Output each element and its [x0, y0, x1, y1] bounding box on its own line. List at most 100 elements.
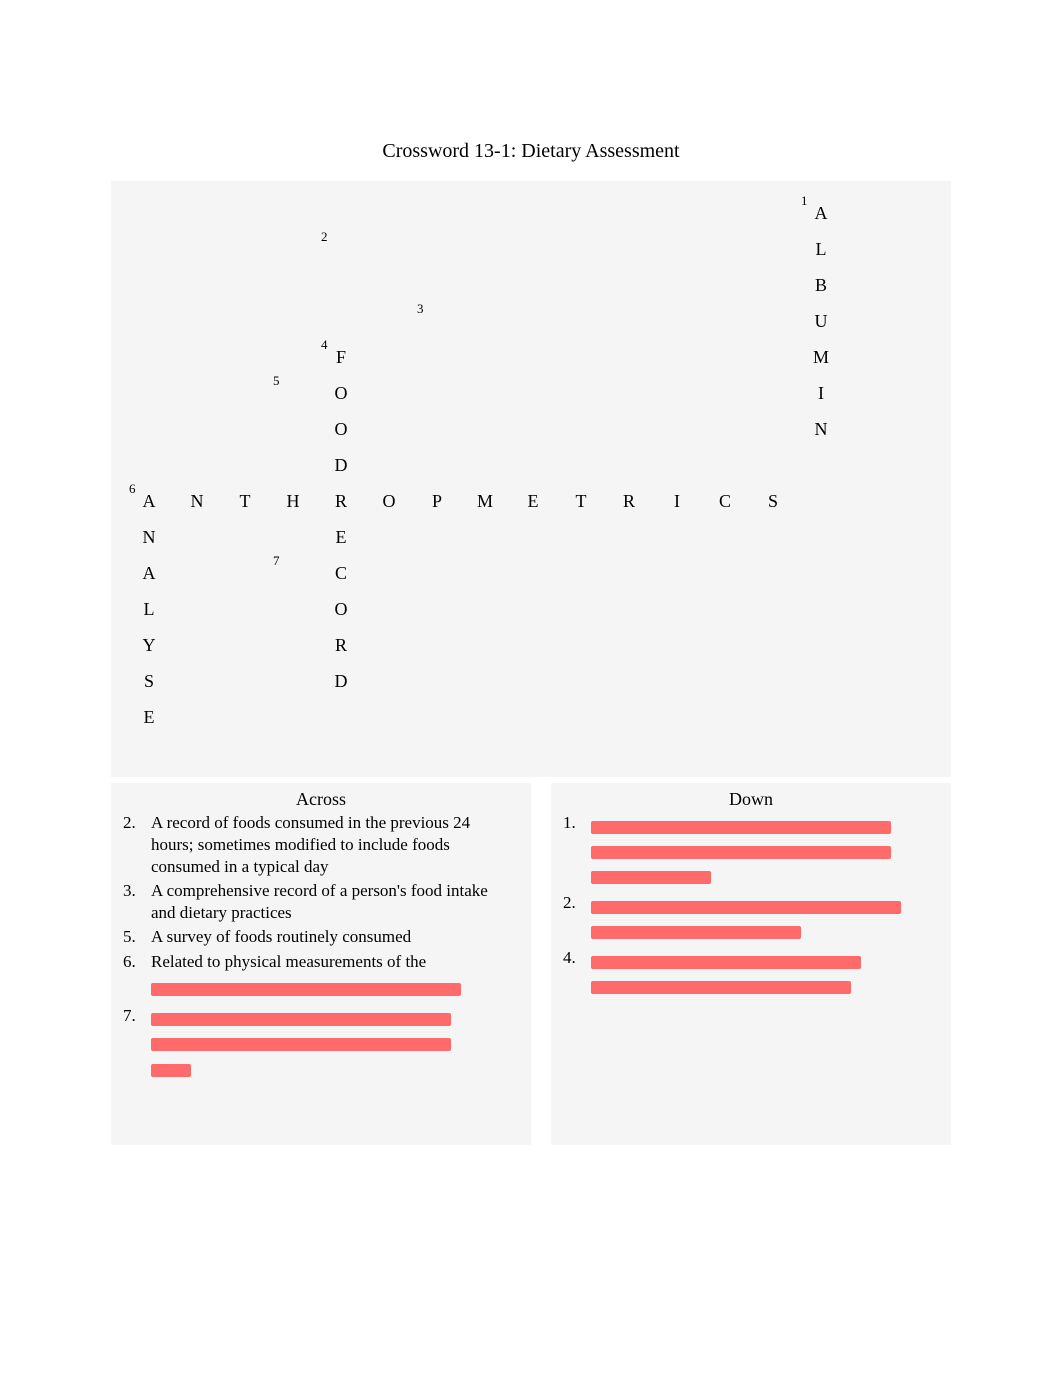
cell-letter: L	[816, 231, 827, 260]
grid-cell	[605, 299, 653, 335]
cell-letter: A	[143, 483, 156, 512]
cell-letter: A	[143, 555, 156, 584]
grid-cell	[653, 407, 701, 443]
redaction-bar	[151, 983, 461, 996]
grid-cell	[701, 227, 749, 263]
clue-number: 7.	[121, 1005, 151, 1027]
grid-cell	[365, 731, 413, 767]
grid-cell	[461, 587, 509, 623]
grid-cell	[701, 731, 749, 767]
grid-cell	[509, 227, 557, 263]
grid-cell	[701, 335, 749, 371]
grid-cell	[221, 587, 269, 623]
grid-cell	[509, 335, 557, 371]
redaction-bar	[151, 1038, 451, 1051]
clue-number: 4.	[561, 947, 591, 969]
grid-cell	[413, 515, 461, 551]
grid-cell	[605, 659, 653, 695]
grid-cell	[173, 227, 221, 263]
grid-cell	[509, 731, 557, 767]
grid-cell	[269, 623, 317, 659]
grid-cell: C	[701, 479, 749, 515]
grid-cell	[269, 191, 317, 227]
grid-cell	[749, 263, 797, 299]
grid-cell	[317, 299, 365, 335]
grid-cell	[653, 227, 701, 263]
grid-cell: D	[317, 659, 365, 695]
cell-letter: R	[623, 483, 635, 512]
grid-cell	[653, 515, 701, 551]
grid-cell	[173, 731, 221, 767]
grid-cell	[509, 587, 557, 623]
grid-cell: E	[509, 479, 557, 515]
clue-text: Related to physical measurements of the	[151, 951, 521, 973]
grid-cell	[509, 623, 557, 659]
cell-letter: E	[336, 519, 347, 548]
grid-cell	[557, 407, 605, 443]
grid-cell	[653, 263, 701, 299]
grid-cell	[173, 335, 221, 371]
grid-cell	[893, 515, 941, 551]
clue-redacted	[151, 1005, 521, 1083]
grid-cell	[461, 659, 509, 695]
grid-cell	[461, 551, 509, 587]
crossword-grid: 1A2LB3U4FM5OIOND6ANTHROPMETRICSNEA7CLOYR…	[125, 191, 937, 767]
grid-cell	[125, 191, 173, 227]
grid-cell: H	[269, 479, 317, 515]
grid-cell	[749, 515, 797, 551]
clue-redacted	[591, 812, 941, 890]
redaction-bar	[591, 846, 891, 859]
grid-cell	[269, 659, 317, 695]
grid-cell: U	[797, 299, 845, 335]
grid-cell	[701, 191, 749, 227]
cell-letter: E	[528, 483, 539, 512]
grid-cell	[605, 263, 653, 299]
grid-cell	[269, 299, 317, 335]
cell-letter: S	[144, 663, 154, 692]
grid-cell	[125, 335, 173, 371]
grid-cell: R	[317, 479, 365, 515]
grid-cell	[749, 191, 797, 227]
grid-cell: S	[749, 479, 797, 515]
grid-cell	[557, 623, 605, 659]
grid-cell	[893, 263, 941, 299]
grid-cell	[173, 263, 221, 299]
grid-cell	[893, 623, 941, 659]
redaction-bar	[591, 901, 901, 914]
grid-cell	[125, 299, 173, 335]
grid-cell	[557, 695, 605, 731]
grid-cell	[653, 695, 701, 731]
grid-cell	[749, 371, 797, 407]
grid-cell	[173, 443, 221, 479]
grid-cell	[269, 515, 317, 551]
grid-cell	[701, 299, 749, 335]
grid-cell	[845, 731, 893, 767]
grid-cell	[653, 371, 701, 407]
grid-cell	[893, 731, 941, 767]
grid-cell	[509, 515, 557, 551]
grid-cell: T	[557, 479, 605, 515]
grid-cell	[749, 407, 797, 443]
grid-cell	[461, 191, 509, 227]
grid-cell	[221, 443, 269, 479]
cell-letter: O	[335, 591, 348, 620]
grid-cell	[365, 695, 413, 731]
grid-cell	[701, 263, 749, 299]
grid-cell: O	[317, 407, 365, 443]
grid-cell	[413, 407, 461, 443]
redaction-bar	[591, 956, 861, 969]
across-heading: Across	[121, 789, 521, 810]
grid-cell	[173, 587, 221, 623]
grid-cell: A	[125, 551, 173, 587]
grid-cell	[269, 731, 317, 767]
grid-cell	[797, 731, 845, 767]
redaction-bar	[591, 981, 851, 994]
grid-cell	[701, 587, 749, 623]
grid-cell	[749, 659, 797, 695]
grid-cell	[749, 443, 797, 479]
grid-cell	[269, 587, 317, 623]
clue-number: 3.	[121, 880, 151, 902]
cell-number: 4	[321, 337, 328, 353]
cell-number: 2	[321, 229, 328, 245]
grid-cell	[893, 191, 941, 227]
